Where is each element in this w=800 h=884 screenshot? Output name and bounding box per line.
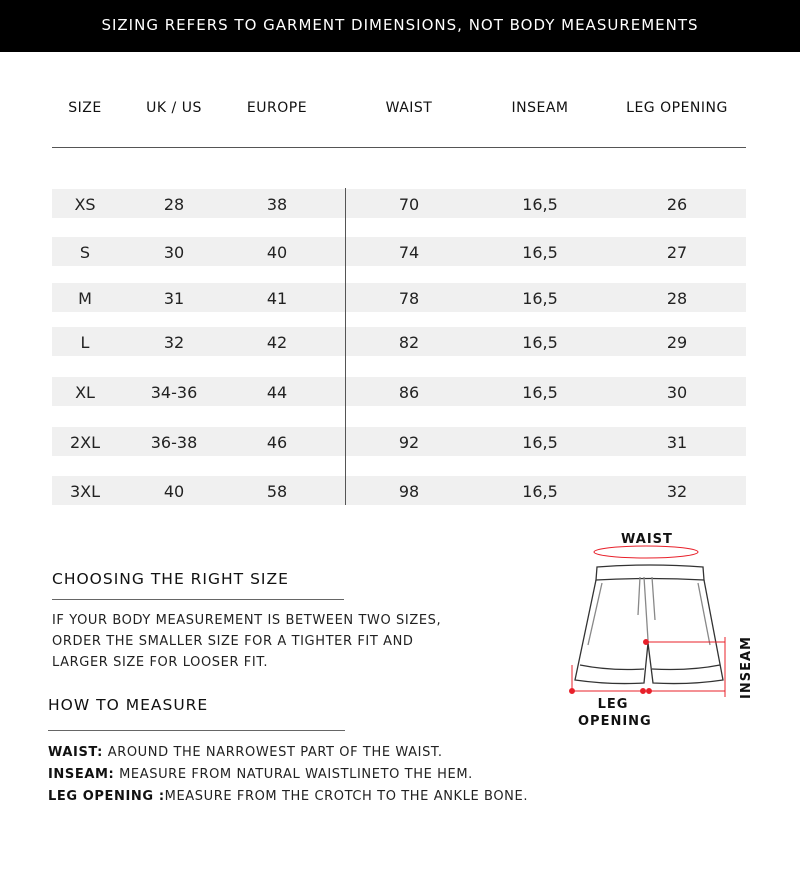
table-cell: 27	[666, 243, 688, 262]
table-cell: 44	[266, 383, 288, 402]
measure-inseam: INSEAM: MEASURE FROM NATURAL WAISTLINETO…	[48, 767, 473, 782]
choosing-rule	[52, 599, 344, 600]
inseam-label: INSEAM	[738, 636, 754, 699]
table-cell: 30	[163, 243, 185, 262]
table-cell: 16,5	[522, 333, 558, 352]
measure-rule	[48, 730, 345, 731]
table-cell: 78	[398, 289, 420, 308]
table-row: 2XL 36-38 46 92 16,5 31	[52, 427, 746, 456]
table-cell: 36-38	[150, 433, 198, 452]
table-cell: 30	[666, 383, 688, 402]
table-cell: 40	[266, 243, 288, 262]
table-cell: 41	[266, 289, 288, 308]
text-line: LARGER SIZE FOR LOOSER FIT.	[52, 655, 269, 670]
column-divider	[345, 188, 346, 505]
table-row: M 31 41 78 16,5 28	[52, 283, 746, 312]
table-cell: XS	[74, 195, 96, 214]
table-cell: 82	[398, 333, 420, 352]
table-cell: 70	[398, 195, 420, 214]
column-header: SIZE	[68, 100, 102, 116]
table-cell: 34-36	[150, 383, 198, 402]
leg-opening-label: LEG OPENING	[578, 697, 652, 729]
table-cell: 16,5	[522, 243, 558, 262]
table-cell: 29	[666, 333, 688, 352]
column-header: LEG OPENING	[626, 100, 728, 116]
table-cell: 16,5	[522, 195, 558, 214]
table-cell: 58	[266, 482, 288, 501]
column-header: WAIST	[385, 100, 433, 116]
table-row: XL 34-36 44 86 16,5 30	[52, 377, 746, 406]
table-row: XS 28 38 70 16,5 26	[52, 189, 746, 218]
table-cell: 42	[266, 333, 288, 352]
table-row: 3XL 40 58 98 16,5 32	[52, 476, 746, 505]
text-line: ORDER THE SMALLER SIZE FOR A TIGHTER FIT…	[52, 634, 414, 649]
table-cell: 31	[163, 289, 185, 308]
waist-label: WAIST	[621, 532, 673, 547]
table-cell: 38	[266, 195, 288, 214]
banner: SIZING REFERS TO GARMENT DIMENSIONS, NOT…	[0, 0, 800, 52]
table-cell: 16,5	[522, 433, 558, 452]
table-row: L 32 42 82 16,5 29	[52, 327, 746, 356]
header-divider	[52, 147, 746, 148]
table-cell: 32	[163, 333, 185, 352]
column-header: EUROPE	[246, 100, 308, 116]
table-cell: 28	[163, 195, 185, 214]
table-cell: 16,5	[522, 289, 558, 308]
table-cell: 92	[398, 433, 420, 452]
table-cell: 16,5	[522, 482, 558, 501]
table-cell: 16,5	[522, 383, 558, 402]
table-cell: 40	[163, 482, 185, 501]
choosing-text: IF YOUR BODY MEASUREMENT IS BETWEEN TWO …	[52, 610, 441, 673]
table-cell: 26	[666, 195, 688, 214]
table-cell: XL	[75, 383, 95, 402]
table-cell: 3XL	[69, 482, 101, 501]
column-header: UK / US	[146, 100, 202, 116]
table-cell: 31	[666, 433, 688, 452]
measure-waist: WAIST: AROUND THE NARROWEST PART OF THE …	[48, 745, 443, 760]
table-cell: 32	[666, 482, 688, 501]
measure-title: HOW TO MEASURE	[48, 696, 209, 714]
table-cell: L	[80, 333, 90, 352]
measure-leg-opening: LEG OPENING :MEASURE FROM THE CROTCH TO …	[48, 789, 529, 804]
table-cell: 86	[398, 383, 420, 402]
table-cell: 74	[398, 243, 420, 262]
table-cell: 28	[666, 289, 688, 308]
table-cell: 46	[266, 433, 288, 452]
choosing-title: CHOOSING THE RIGHT SIZE	[52, 570, 289, 588]
text-line: IF YOUR BODY MEASUREMENT IS BETWEEN TWO …	[52, 613, 442, 628]
table-cell: 2XL	[69, 433, 101, 452]
table-cell: M	[78, 289, 92, 308]
column-header: INSEAM	[511, 100, 569, 116]
table-row: S 30 40 74 16,5 27	[52, 237, 746, 266]
table-cell: 98	[398, 482, 420, 501]
shorts-diagram	[569, 545, 726, 697]
table-cell: S	[79, 243, 91, 262]
